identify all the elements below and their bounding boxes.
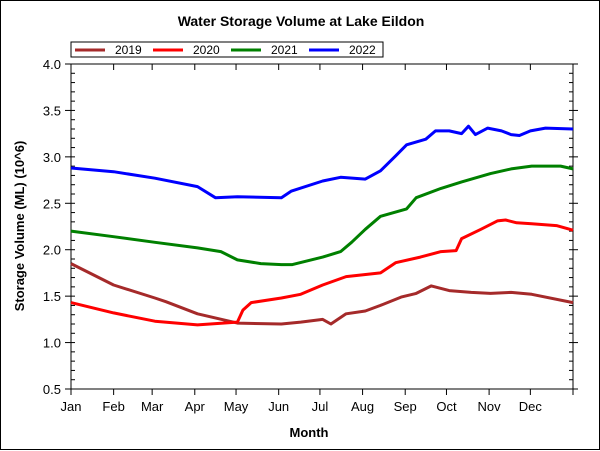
chart-title: Water Storage Volume at Lake Eildon [178,13,425,29]
legend-box [70,41,384,58]
x-tick-label: Oct [436,399,457,414]
legend-label-2021: 2021 [271,43,298,57]
y-tick-label: 0.5 [43,382,61,397]
y-tick-label: 4.0 [43,57,61,72]
legend-label-2019: 2019 [115,43,142,57]
y-tick-label: 2.5 [43,196,61,211]
legend: 2019 2020 2021 2022 [70,41,384,58]
x-tick-label: May [224,399,249,414]
y-tick-label: 1.0 [43,336,61,351]
y-tick-label: 2.0 [43,243,61,258]
legend-label-2020: 2020 [193,43,220,57]
x-tick-label: Jun [268,399,289,414]
y-tick-label: 3.5 [43,103,61,118]
series-line-2020 [70,218,574,327]
y-tick-label: 1.5 [43,289,61,304]
x-tick-label: Aug [351,399,374,414]
x-tick-label: Jan [61,399,82,414]
plot-frame [70,63,574,390]
series-line-2021 [70,164,574,267]
y-axis-label: Storage Volume (ML) (10^6) [12,141,27,312]
series-line-2019 [70,262,574,326]
x-tick-label: Jul [312,399,329,414]
series-line-2022 [70,124,574,200]
x-tick-label: Sep [394,399,417,414]
x-tick-label: Mar [141,399,164,414]
legend-label-2022: 2022 [349,43,376,57]
x-tick-label: Dec [519,399,543,414]
x-tick-label: Feb [102,399,124,414]
x-axis-label: Month [290,425,329,440]
x-tick-label: Apr [185,399,206,414]
x-tick-label: Nov [478,399,502,414]
y-tick-label: 3.0 [43,150,61,165]
